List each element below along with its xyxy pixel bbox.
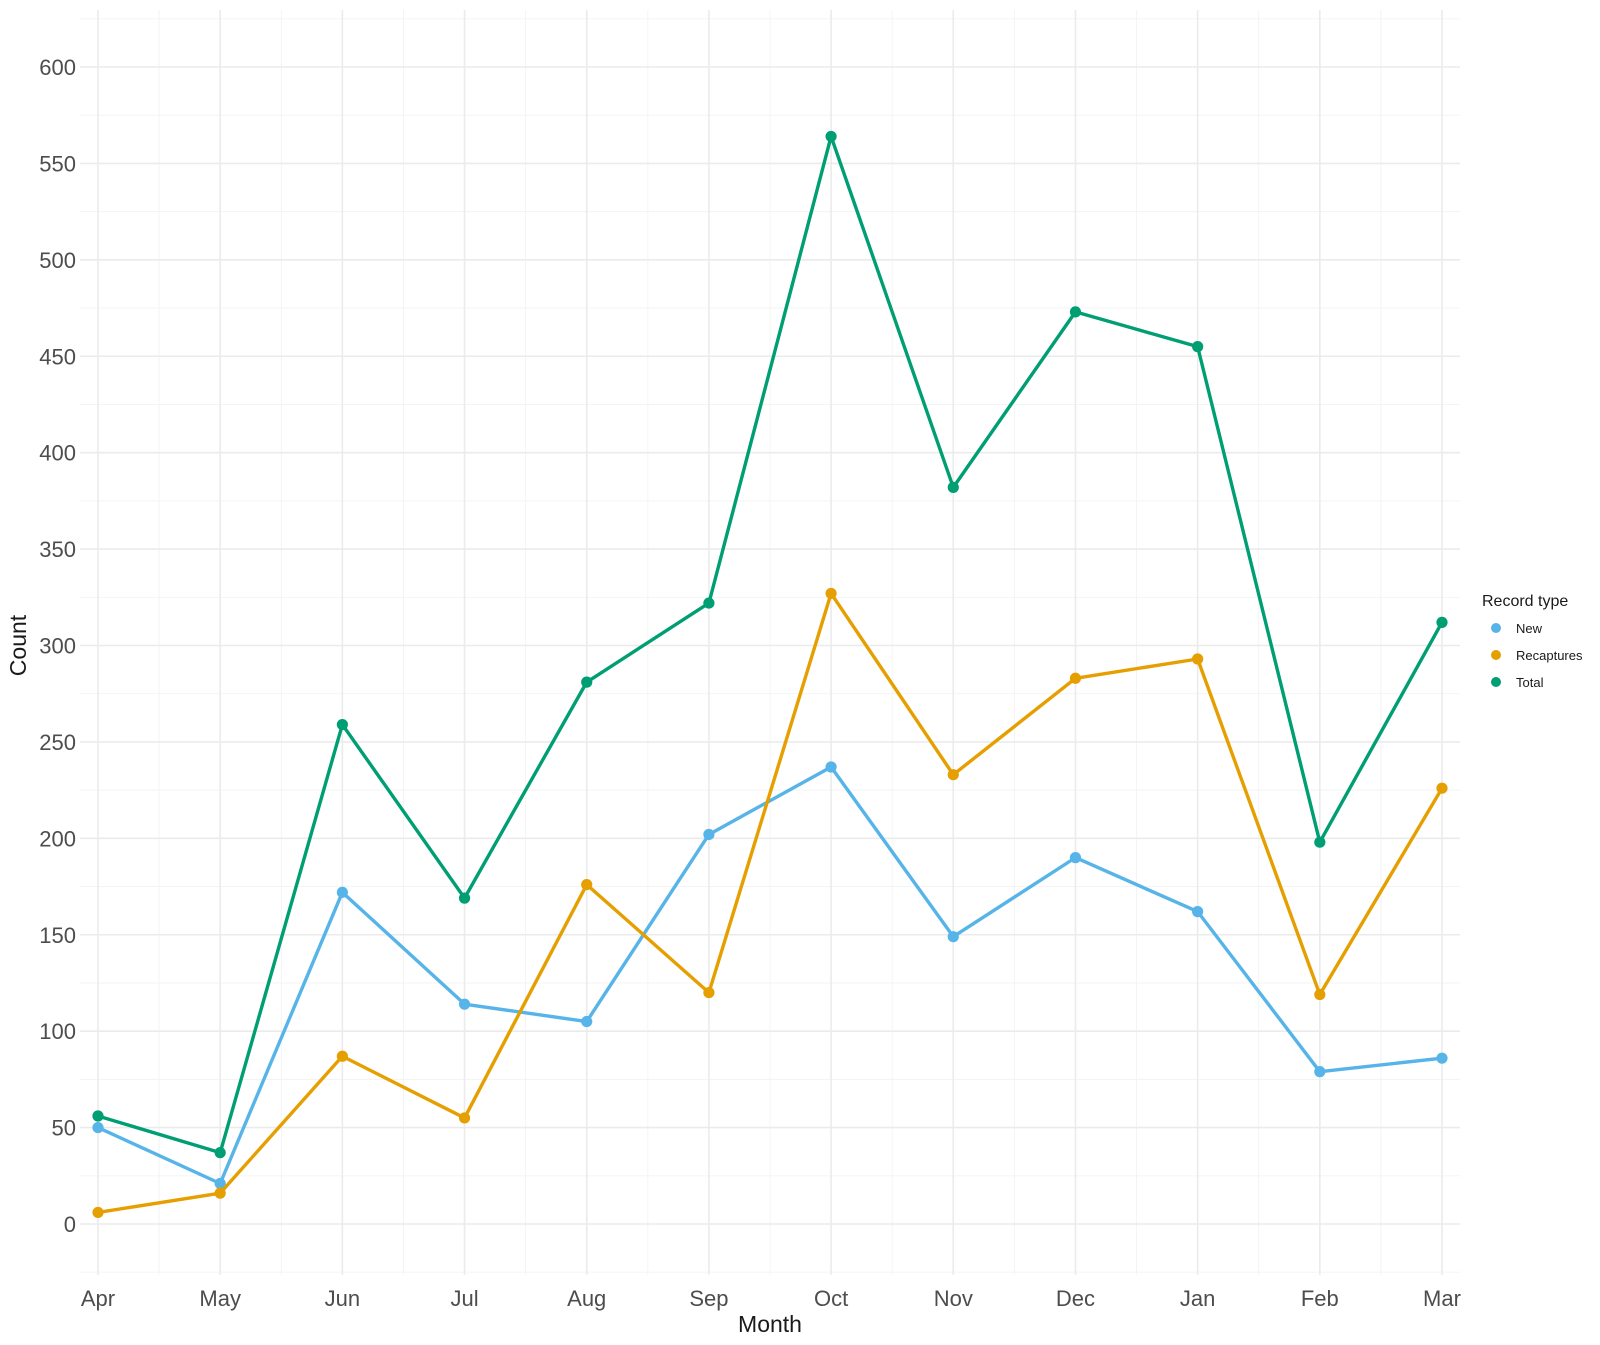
data-point: [825, 761, 837, 773]
series-new: [92, 761, 1448, 1190]
y-tick-label: 500: [39, 248, 76, 273]
legend-key: [1491, 677, 1501, 687]
x-tick-label: Oct: [814, 1286, 848, 1311]
legend-title: Record type: [1482, 593, 1568, 610]
y-tick-label: 100: [39, 1019, 76, 1044]
y-tick-label: 200: [39, 826, 76, 851]
legend-key: [1491, 623, 1501, 633]
data-point: [214, 1147, 226, 1159]
data-point: [581, 676, 593, 688]
data-point: [1314, 836, 1326, 848]
data-point: [1069, 306, 1082, 318]
x-tick-label: Sep: [689, 1286, 728, 1311]
legend-item-new: New: [1491, 621, 1543, 636]
data-point: [1192, 653, 1204, 665]
y-axis-title: Count: [5, 614, 31, 676]
y-tick-label: 150: [39, 923, 76, 948]
x-tick-label: Apr: [81, 1286, 115, 1311]
data-point: [1314, 988, 1326, 1001]
data-point: [1314, 1066, 1326, 1078]
y-tick-label: 250: [39, 730, 76, 755]
x-tick-label: Mar: [1423, 1286, 1461, 1311]
x-tick-label: Aug: [567, 1286, 606, 1311]
data-point: [336, 718, 348, 731]
data-point: [1436, 616, 1448, 628]
legend: Record type New Recaptures Total: [1482, 593, 1583, 690]
data-point: [1069, 672, 1082, 684]
x-axis-title: Month: [738, 1311, 802, 1337]
x-tick-label: Jan: [1180, 1286, 1215, 1311]
legend-label: New: [1516, 621, 1543, 636]
data-point: [458, 1112, 471, 1124]
data-point: [1436, 1052, 1448, 1064]
legend-key: [1491, 650, 1501, 660]
y-tick-label: 600: [39, 55, 76, 80]
data-point: [1192, 341, 1204, 353]
data-point: [825, 130, 837, 143]
data-point: [1436, 782, 1448, 794]
data-point: [703, 987, 715, 999]
legend-label: Total: [1516, 675, 1544, 690]
data-point: [92, 1121, 104, 1134]
data-point: [703, 597, 715, 609]
y-tick-label: 300: [39, 634, 76, 659]
x-tick-label: Feb: [1301, 1286, 1339, 1311]
data-point: [336, 1050, 348, 1062]
data-point: [703, 828, 715, 841]
y-tick-label: 350: [39, 537, 76, 562]
axes: Count Month 0 50 100 150 200 250 300 350 400 450 5…: [5, 55, 1461, 1337]
y-tick-label: 50: [52, 1116, 76, 1141]
series-recaptures: [92, 587, 1448, 1219]
data-point: [825, 587, 837, 600]
x-tick-label: Jul: [450, 1286, 478, 1311]
y-tick-label: 450: [39, 344, 76, 369]
data-point: [92, 1206, 104, 1219]
data-point: [458, 892, 471, 904]
data-point: [214, 1187, 226, 1199]
series-line-total: [96, 134, 1444, 1155]
series-line-recaptures: [96, 591, 1444, 1215]
y-tick-label: 0: [64, 1212, 76, 1237]
data-point: [947, 769, 959, 781]
data-point: [458, 998, 471, 1010]
data-point: [581, 879, 593, 891]
x-tick-label: Jun: [325, 1286, 360, 1311]
legend-item-recaptures: Recaptures: [1491, 648, 1583, 663]
legend-item-total: Total: [1491, 675, 1544, 690]
x-tick-label: May: [199, 1286, 241, 1311]
series-total: [92, 130, 1448, 1159]
legend-label: Recaptures: [1516, 648, 1583, 663]
data-point: [947, 931, 959, 943]
x-tick-label: Nov: [934, 1286, 973, 1311]
data-point: [581, 1015, 593, 1028]
data-point: [214, 1177, 226, 1190]
y-tick-label: 550: [39, 151, 76, 176]
data-point: [92, 1110, 104, 1122]
series-line-new: [96, 765, 1444, 1186]
series-layer: [92, 130, 1448, 1219]
grid: [80, 10, 1460, 1275]
data-point: [947, 481, 959, 493]
data-point: [1069, 852, 1082, 864]
y-tick-label: 400: [39, 441, 76, 466]
data-point: [336, 886, 348, 898]
x-tick-label: Dec: [1056, 1286, 1095, 1311]
data-point: [1192, 906, 1204, 918]
